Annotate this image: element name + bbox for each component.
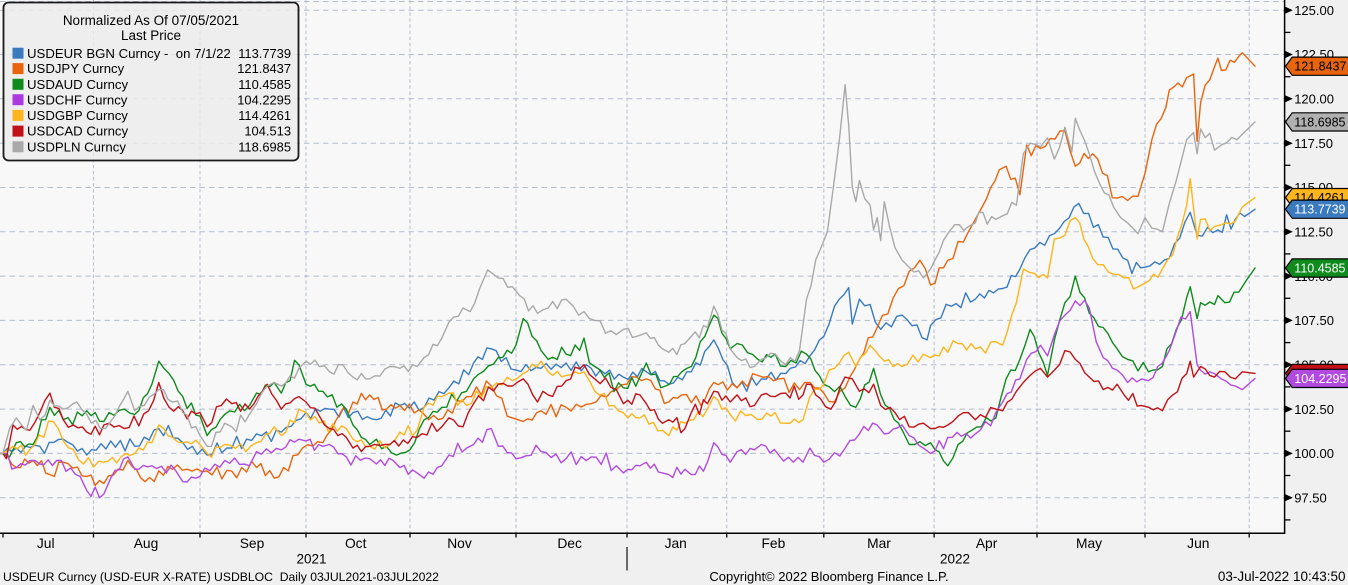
svg-text:114.4261: 114.4261 <box>238 108 291 123</box>
svg-text:USDPLN Curncy: USDPLN Curncy <box>27 139 126 154</box>
svg-text:Nov: Nov <box>447 536 472 551</box>
svg-text:104.2295: 104.2295 <box>1294 372 1346 386</box>
svg-text:2021: 2021 <box>296 552 326 567</box>
svg-text:107.50: 107.50 <box>1294 313 1334 328</box>
svg-text:Normalized As Of 07/05/2021: Normalized As Of 07/05/2021 <box>63 13 239 28</box>
svg-text:113.7739: 113.7739 <box>1294 203 1345 217</box>
svg-text:112.50: 112.50 <box>1294 225 1333 240</box>
svg-text:125.00: 125.00 <box>1294 3 1334 18</box>
svg-text:USDEUR BGN Curncy - on 7/1/22: USDEUR BGN Curncy - on 7/1/22 <box>27 46 231 61</box>
svg-text:Jun: Jun <box>1187 536 1209 551</box>
svg-text:100.00: 100.00 <box>1294 446 1334 461</box>
svg-text:104.513: 104.513 <box>244 124 291 139</box>
svg-text:Apr: Apr <box>976 536 998 551</box>
svg-text:104.2295: 104.2295 <box>237 92 291 107</box>
svg-text:USDEUR Curncy (USD-EUR X-RATE): USDEUR Curncy (USD-EUR X-RATE) USDBLOC D… <box>3 570 439 584</box>
svg-text:118.6985: 118.6985 <box>238 139 291 154</box>
svg-text:118.6985: 118.6985 <box>1294 115 1345 129</box>
svg-text:120.00: 120.00 <box>1294 92 1334 107</box>
svg-text:121.8437: 121.8437 <box>237 61 291 76</box>
svg-text:Jan: Jan <box>665 536 687 551</box>
svg-text:97.50: 97.50 <box>1294 490 1327 505</box>
svg-text:USDJPY Curncy: USDJPY Curncy <box>27 61 125 76</box>
svg-text:121.8437: 121.8437 <box>1294 60 1346 74</box>
svg-text:2022: 2022 <box>940 552 970 567</box>
svg-text:Last Price: Last Price <box>121 28 181 43</box>
svg-text:113.7739: 113.7739 <box>238 46 291 61</box>
svg-text:110.4585: 110.4585 <box>238 77 291 92</box>
svg-text:Feb: Feb <box>762 536 786 551</box>
svg-text:102.50: 102.50 <box>1294 402 1334 417</box>
svg-text:USDCHF Curncy: USDCHF Curncy <box>27 92 128 107</box>
svg-text:USDAUD Curncy: USDAUD Curncy <box>27 77 129 92</box>
svg-text:110.4585: 110.4585 <box>1294 262 1345 276</box>
svg-text:Mar: Mar <box>867 536 891 551</box>
svg-text:03-Jul-2022 10:43:50: 03-Jul-2022 10:43:50 <box>1218 569 1346 584</box>
svg-text:Oct: Oct <box>345 536 367 551</box>
svg-text:Dec: Dec <box>557 536 582 551</box>
svg-text:USDCAD Curncy: USDCAD Curncy <box>27 124 129 139</box>
svg-text:USDGBP Curncy: USDGBP Curncy <box>27 108 128 123</box>
svg-text:Copyright© 2022 Bloomberg Fina: Copyright© 2022 Bloomberg Finance L.P. <box>709 569 948 584</box>
svg-text:Jul: Jul <box>37 536 55 551</box>
svg-text:May: May <box>1076 536 1102 551</box>
svg-text:117.50: 117.50 <box>1294 136 1333 151</box>
svg-text:Aug: Aug <box>134 536 159 551</box>
svg-text:Sep: Sep <box>240 536 265 551</box>
